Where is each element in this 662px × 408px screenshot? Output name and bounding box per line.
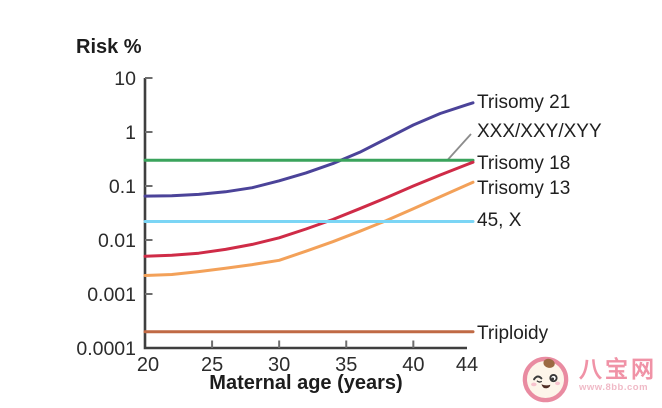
y-tick-label: 0.01 — [98, 230, 136, 252]
x-axis-title: Maternal age (years) — [209, 372, 403, 394]
watermark-site-name: 八宝网 — [579, 356, 657, 382]
y-tick-label: 10 — [114, 68, 136, 90]
series-line-trisomy-13 — [143, 180, 475, 277]
series-label-trisomy-18: Trisomy 18 — [477, 153, 571, 174]
x-tick-label: 25 — [201, 354, 223, 376]
y-tick-label: 0.001 — [87, 284, 136, 306]
x-tick-label: 44 — [456, 354, 478, 376]
series-label-xxx-xxy-xyy: XXX/XXY/XYY — [477, 121, 602, 142]
axis-frame — [143, 78, 467, 350]
x-tick-label: 20 — [137, 354, 159, 376]
y-tick-label: 0.0001 — [76, 338, 136, 360]
x-tick-label: 40 — [402, 354, 424, 376]
series-line-trisomy-18 — [143, 160, 475, 258]
y-tick-label: 0.1 — [109, 176, 136, 198]
y-tick-label: 1 — [125, 122, 136, 144]
leader-line-xxx-xxy-xyy — [447, 133, 472, 161]
series-label-triploidy: Triploidy — [477, 323, 549, 344]
series-line-trisomy-21 — [143, 101, 475, 198]
y-axis-title: Risk % — [76, 36, 142, 58]
watermark: 八宝网 www.8bb.com — [522, 356, 657, 403]
series-label-trisomy-13: Trisomy 13 — [477, 178, 571, 199]
series-label-45-x: 45, X — [477, 210, 522, 231]
series-label-trisomy-21: Trisomy 21 — [477, 92, 571, 113]
x-tick-label: 30 — [268, 354, 290, 376]
baby-icon — [522, 356, 569, 403]
x-tick-label: 35 — [335, 354, 357, 376]
watermark-site-url: www.8bb.com — [579, 382, 649, 393]
